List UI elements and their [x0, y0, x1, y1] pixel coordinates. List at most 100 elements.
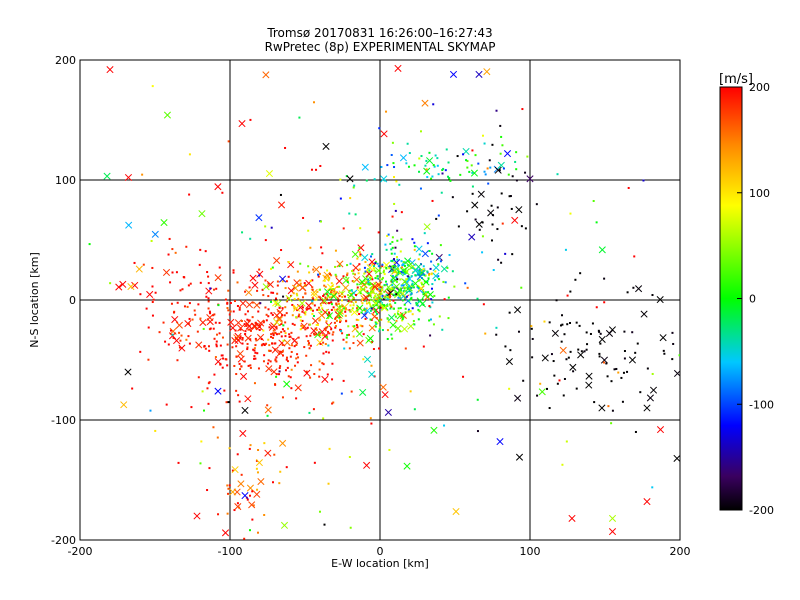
point-dot-marker	[343, 347, 346, 350]
point-dot-marker	[499, 152, 502, 155]
point-dot-marker	[285, 280, 288, 283]
point-cross-marker	[346, 175, 354, 183]
point-dot-marker	[400, 266, 403, 269]
point-dot-marker	[280, 335, 283, 338]
point-dot-marker	[369, 287, 372, 290]
point-dot-marker	[206, 387, 209, 390]
point-dot-marker	[247, 328, 250, 331]
point-dot-marker	[186, 305, 189, 308]
point-dot-marker	[445, 148, 448, 151]
point-dot-marker	[255, 327, 258, 330]
point-dot-marker	[229, 310, 232, 313]
point-dot-marker	[400, 314, 403, 317]
point-dot-marker	[355, 318, 358, 321]
point-dot-marker	[187, 284, 190, 287]
point-dot-marker	[636, 342, 639, 345]
point-dot-marker	[466, 160, 469, 163]
point-dot-marker	[325, 293, 328, 296]
point-dot-marker	[352, 186, 355, 189]
point-dot-marker	[331, 402, 334, 405]
point-cross-marker	[470, 169, 478, 177]
point-dot-marker	[196, 330, 199, 333]
point-dot-marker	[257, 367, 260, 370]
point-dot-marker	[251, 316, 254, 319]
point-dot-marker	[365, 307, 368, 310]
point-dot-marker	[418, 310, 421, 313]
point-cross-marker	[262, 71, 270, 79]
point-dot-marker	[431, 252, 434, 255]
point-dot-marker	[175, 271, 178, 274]
point-dot-marker	[389, 266, 392, 269]
point-dot-marker	[321, 252, 324, 255]
point-dot-marker	[548, 321, 551, 324]
point-dot-marker	[395, 319, 398, 322]
point-dot-marker	[278, 482, 281, 485]
point-dot-marker	[360, 282, 363, 285]
point-dot-marker	[404, 286, 407, 289]
point-dot-marker	[323, 523, 326, 526]
point-dot-marker	[358, 251, 361, 254]
point-dot-marker	[360, 311, 363, 314]
point-dot-marker	[284, 332, 287, 335]
point-cross-marker	[608, 514, 617, 522]
point-dot-marker	[371, 253, 374, 256]
point-dot-marker	[286, 366, 289, 369]
point-dot-marker	[561, 463, 564, 466]
point-dot-marker	[349, 310, 352, 313]
point-cross-marker	[541, 354, 549, 362]
point-dot-marker	[330, 274, 333, 277]
point-dot-marker	[613, 368, 616, 371]
point-dot-marker	[231, 346, 234, 349]
point-dot-marker	[524, 171, 527, 174]
point-dot-marker	[368, 303, 371, 306]
point-cross-marker	[292, 304, 301, 312]
point-cross-marker	[283, 339, 291, 347]
point-dot-marker	[507, 173, 510, 176]
point-dot-marker	[447, 175, 450, 178]
point-dot-marker	[346, 273, 349, 276]
point-dot-marker	[238, 308, 241, 311]
point-cross-marker	[640, 310, 648, 318]
point-dot-marker	[346, 264, 349, 267]
point-dot-marker	[198, 263, 201, 266]
point-dot-marker	[535, 203, 538, 206]
point-cross-marker	[279, 439, 287, 447]
point-dot-marker	[297, 356, 300, 359]
point-dot-marker	[333, 321, 336, 324]
point-dot-marker	[296, 361, 299, 364]
point-dot-marker	[247, 319, 250, 322]
point-dot-marker	[448, 177, 451, 180]
point-dot-marker	[215, 287, 218, 290]
point-dot-marker	[311, 286, 314, 289]
point-dot-marker	[334, 273, 337, 276]
point-dot-marker	[284, 146, 287, 149]
point-dot-marker	[364, 310, 367, 313]
point-dot-marker	[420, 155, 423, 158]
point-cross-marker	[241, 492, 249, 500]
point-dot-marker	[235, 389, 238, 392]
point-dot-marker	[226, 512, 229, 515]
point-cross-marker	[124, 368, 132, 376]
point-dot-marker	[249, 444, 252, 447]
point-dot-marker	[378, 319, 381, 322]
point-dot-marker	[367, 278, 370, 281]
point-dot-marker	[177, 461, 180, 464]
point-dot-marker	[207, 402, 210, 405]
point-dot-marker	[243, 537, 246, 540]
point-dot-marker	[352, 335, 355, 338]
point-cross-marker	[276, 349, 284, 357]
point-dot-marker	[380, 165, 383, 168]
point-dot-marker	[301, 310, 304, 313]
point-dot-marker	[449, 179, 452, 182]
point-cross-marker	[221, 529, 230, 537]
point-dot-marker	[470, 164, 473, 167]
point-cross-marker	[353, 276, 361, 284]
point-dot-marker	[267, 282, 270, 285]
point-dot-marker	[208, 349, 211, 352]
point-dot-marker	[326, 373, 329, 376]
point-dot-marker	[631, 331, 634, 334]
point-dot-marker	[150, 239, 153, 242]
point-dot-marker	[484, 173, 487, 176]
point-dot-marker	[426, 176, 429, 179]
point-cross-marker	[347, 291, 355, 299]
